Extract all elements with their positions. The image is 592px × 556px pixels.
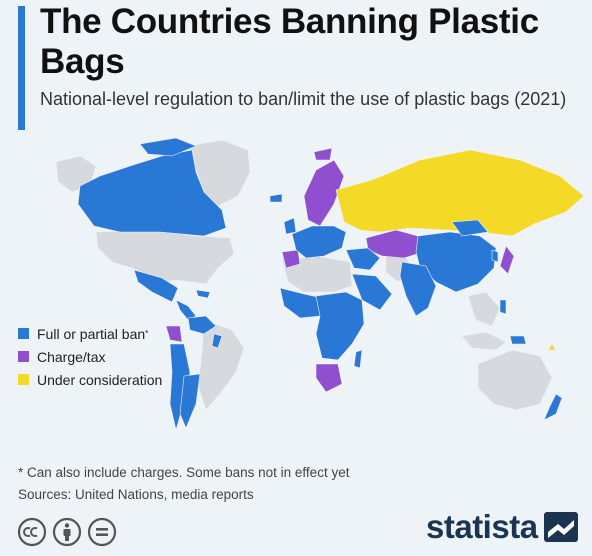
map-under-consideration-regions [335, 149, 585, 351]
colombia-venezuela [187, 315, 217, 335]
page-subtitle: National-level regulation to ban/limit t… [40, 89, 567, 109]
philippines [499, 299, 507, 315]
canada [77, 149, 227, 237]
statista-brand[interactable]: statista [426, 508, 578, 546]
legend-label-ban: Full or partial ban [37, 325, 146, 342]
india [399, 261, 437, 317]
europe [291, 225, 347, 259]
andes-chile [169, 343, 191, 431]
mexico [133, 269, 179, 303]
japan [499, 245, 515, 275]
madagascar [353, 349, 363, 369]
legend: Full or partial ban * Charge/tax Under co… [18, 322, 162, 391]
legend-item-consideration: Under consideration [18, 368, 162, 391]
legend-item-charge: Charge/tax [18, 345, 162, 368]
korea [491, 249, 499, 263]
australia [477, 349, 553, 411]
indonesia [461, 331, 507, 351]
central-east-africa [315, 291, 365, 361]
usa [95, 229, 235, 285]
south-america-east [197, 319, 245, 411]
new-zealand [543, 393, 563, 421]
legend-label-consideration: Under consideration [37, 371, 163, 388]
north-africa [281, 255, 353, 293]
uk-ireland [283, 217, 297, 235]
legend-item-ban: Full or partial ban * [18, 322, 162, 345]
argentina [179, 373, 201, 429]
creative-commons-icon[interactable] [17, 517, 47, 547]
turkey-middle-east [345, 247, 381, 271]
no-derivatives-icon[interactable] [87, 517, 117, 547]
arctic-islands [139, 137, 197, 157]
south-africa [315, 363, 343, 393]
caribbean [195, 289, 211, 299]
footnote-sources: Sources: United Nations, media reports [18, 487, 254, 502]
central-america [175, 299, 197, 321]
legend-swatch-consideration [18, 374, 29, 385]
southeast-asia [467, 291, 501, 327]
brand-name: statista [426, 508, 538, 545]
footnote: * Can also include charges. Some bans no… [18, 462, 349, 506]
page-title: The Countries Banning Plastic Bags [40, 2, 539, 81]
west-africa [279, 287, 323, 319]
map-no-data-regions [55, 139, 592, 411]
svalbard [313, 147, 333, 161]
accent-bar [18, 6, 25, 130]
new-guinea [547, 343, 557, 351]
mongolia-north [451, 219, 489, 237]
legend-swatch-ban [18, 328, 29, 339]
greenland [187, 139, 251, 207]
papua [509, 335, 527, 345]
brazil-northeast [211, 333, 223, 349]
map-ban-regions [77, 137, 563, 431]
iceland [269, 193, 283, 203]
legend-marker-ban: * [145, 329, 149, 338]
arabia [351, 273, 393, 311]
footnote-note: * Can also include charges. Some bans no… [18, 465, 350, 480]
attribution-icon[interactable] [52, 517, 82, 547]
russia [335, 149, 585, 237]
map-charge-tax-regions [165, 147, 515, 393]
peru [165, 325, 183, 343]
iberia [281, 249, 301, 269]
legend-label-charge: Charge/tax [37, 348, 106, 365]
statista-logo-icon [543, 512, 578, 542]
world-map [55, 137, 592, 431]
legend-swatch-charge [18, 351, 29, 362]
license-icons [17, 517, 122, 547]
